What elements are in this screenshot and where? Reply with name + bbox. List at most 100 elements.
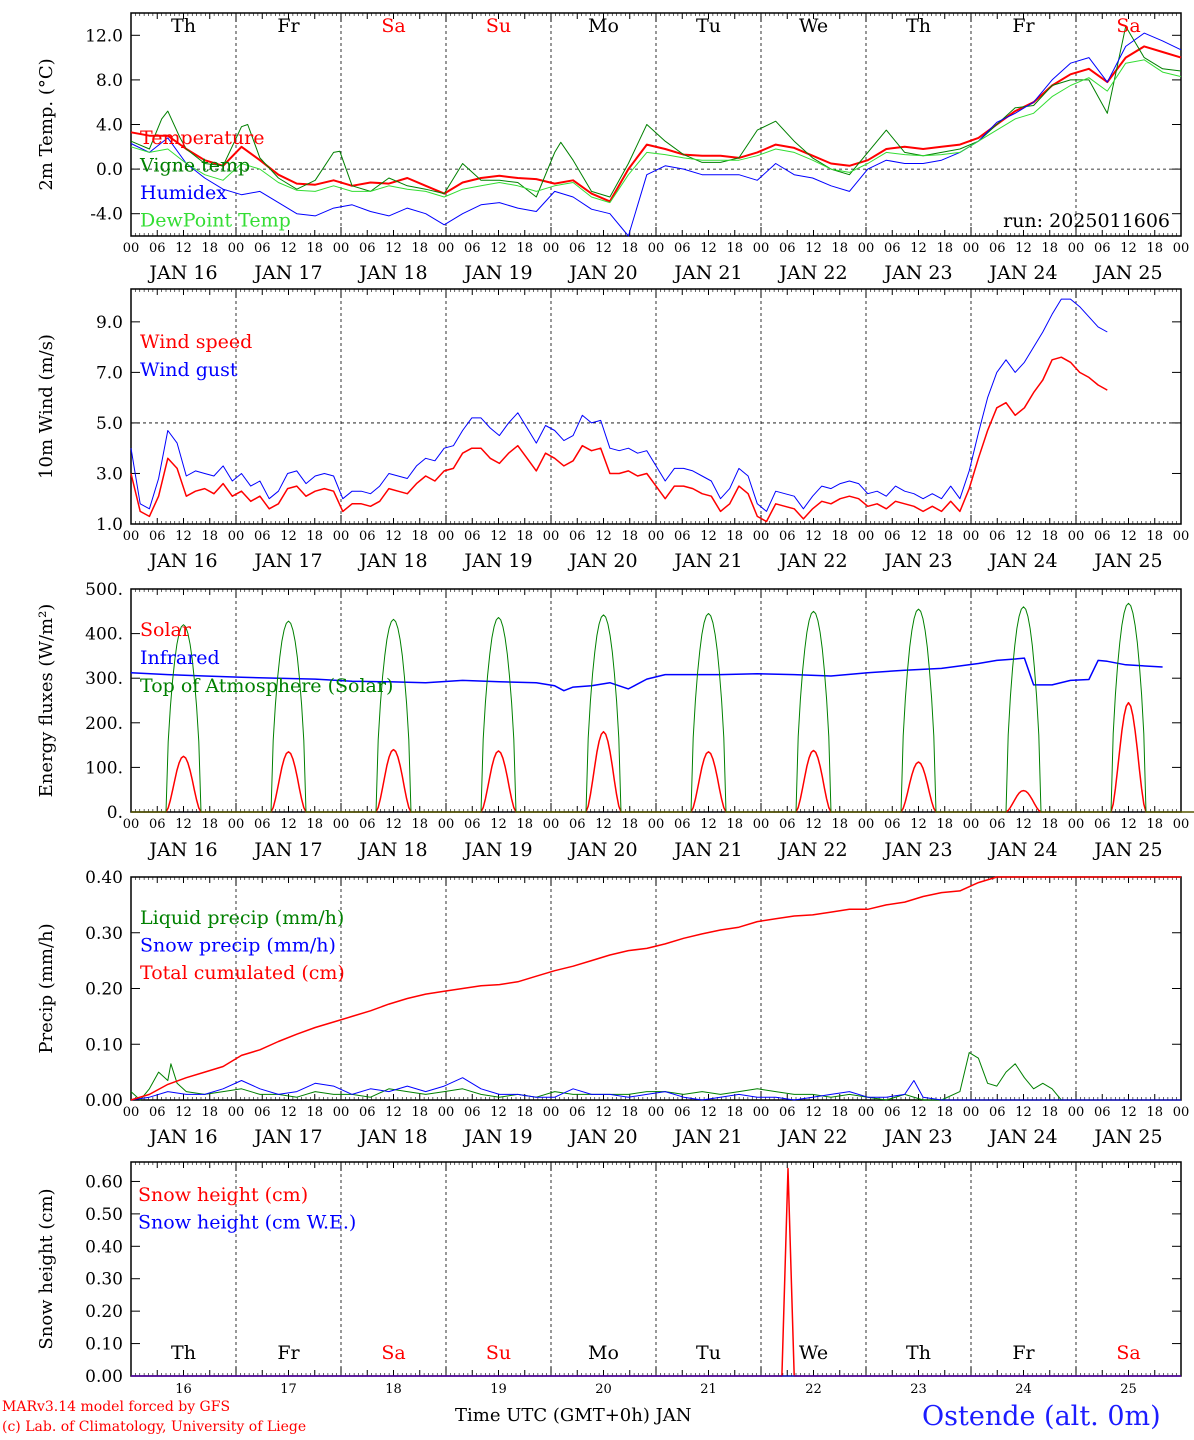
hour-tick-label: 12 <box>175 817 192 832</box>
series-humidex <box>130 32 1182 237</box>
hour-tick-label: 12 <box>385 1105 402 1120</box>
weekday-label: Sa <box>1116 1342 1140 1364</box>
day-label: JAN 18 <box>357 839 427 861</box>
day-label: JAN 19 <box>462 550 532 572</box>
weekday-label: Th <box>171 15 196 37</box>
day-label: JAN 22 <box>777 839 847 861</box>
hour-tick-label: 12 <box>1015 529 1032 544</box>
run-annotation: run: 2025011606 <box>1003 210 1170 232</box>
y-tick-label: 0.40 <box>85 1237 123 1257</box>
hour-tick-label: 06 <box>1094 817 1111 832</box>
hour-tick-label: 12 <box>700 1105 717 1120</box>
day-label: JAN 25 <box>1092 1126 1162 1148</box>
y-tick-label: 0.30 <box>85 924 123 944</box>
hour-tick-label: 00 <box>438 529 455 544</box>
hour-tick-label: 12 <box>490 241 507 256</box>
day-label: JAN 22 <box>777 262 847 284</box>
y-tick-label: 0.10 <box>85 1335 123 1355</box>
hour-tick-label: 06 <box>1094 1105 1111 1120</box>
hour-tick-label: 18 <box>516 241 533 256</box>
hour-tick-label: 00 <box>1068 817 1085 832</box>
weekday-label: Su <box>486 15 511 37</box>
hour-tick-label: 00 <box>228 241 245 256</box>
legend-entry: Snow height (cm) <box>138 1184 308 1206</box>
hour-tick-label: 12 <box>700 529 717 544</box>
hour-tick-label: 00 <box>228 817 245 832</box>
hour-tick-label: 06 <box>149 817 166 832</box>
hour-tick-label: 12 <box>595 1105 612 1120</box>
day-label: JAN 16 <box>147 550 217 572</box>
day-label: JAN 18 <box>357 1126 427 1148</box>
y-tick-label: 4.0 <box>96 116 123 136</box>
hour-tick-label: 06 <box>674 1105 691 1120</box>
day-label: JAN 23 <box>882 262 952 284</box>
hour-tick-label: 18 <box>516 529 533 544</box>
hour-tick-label: 12 <box>175 529 192 544</box>
legend-entry: Temperature <box>140 127 264 149</box>
hour-tick-label: 00 <box>438 817 455 832</box>
y-tick-label: 0.40 <box>85 868 123 888</box>
hour-tick-label: 06 <box>359 529 376 544</box>
hour-tick-label: 06 <box>464 1105 481 1120</box>
day-label: JAN 18 <box>357 550 427 572</box>
hour-tick-label: 12 <box>805 529 822 544</box>
hour-tick-label: 18 <box>831 817 848 832</box>
day-label: JAN 21 <box>672 1126 742 1148</box>
hour-tick-label: 06 <box>464 529 481 544</box>
hour-tick-label: 18 <box>201 817 218 832</box>
day-label: JAN 25 <box>1092 839 1162 861</box>
hour-tick-label: 00 <box>858 1105 875 1120</box>
y-axis-title: 10m Wind (m/s) <box>36 334 57 479</box>
day-number-label: 20 <box>595 1382 612 1397</box>
hour-tick-label: 06 <box>254 529 271 544</box>
y-tick-label: 0.00 <box>85 1091 123 1111</box>
panel-frame <box>130 588 1182 813</box>
hour-tick-label: 12 <box>280 241 297 256</box>
series-wind-speed <box>130 356 1108 523</box>
hour-tick-label: 00 <box>1173 1105 1190 1120</box>
model-credit: MARv3.14 model forced by GFS <box>2 1399 231 1415</box>
hour-tick-label: 00 <box>438 1105 455 1120</box>
y-axis-title: Energy fluxes (W/m²) <box>36 604 57 798</box>
hour-tick-label: 06 <box>884 529 901 544</box>
legend-entry: Infrared <box>140 647 220 669</box>
hour-tick-label: 00 <box>1068 241 1085 256</box>
weekday-label: Th <box>906 15 931 37</box>
hour-tick-label: 06 <box>779 1105 796 1120</box>
y-tick-label: 100. <box>85 758 123 778</box>
hour-tick-label: 18 <box>306 529 323 544</box>
weekday-label: We <box>799 15 828 37</box>
weekday-label: Tu <box>696 1342 721 1364</box>
panel-energy <box>130 588 1194 813</box>
legend-entry: Snow height (cm W.E.) <box>138 1212 356 1234</box>
y-tick-label: 0.10 <box>85 1035 123 1055</box>
hour-tick-label: 00 <box>1173 529 1190 544</box>
hour-tick-label: 18 <box>1041 529 1058 544</box>
day-number-label: 18 <box>385 1382 402 1397</box>
legend-entry: Solar <box>140 619 192 641</box>
day-label: JAN 24 <box>987 839 1057 861</box>
weekday-label: Mo <box>588 15 619 37</box>
day-label: JAN 25 <box>1092 262 1162 284</box>
hour-tick-label: 18 <box>516 817 533 832</box>
weekday-label: We <box>799 1342 828 1364</box>
hour-tick-label: 00 <box>648 529 665 544</box>
hour-tick-label: 00 <box>753 1105 770 1120</box>
hour-tick-label: 00 <box>963 817 980 832</box>
hour-tick-label: 06 <box>254 241 271 256</box>
hour-tick-label: 18 <box>1041 241 1058 256</box>
hour-tick-label: 06 <box>779 241 796 256</box>
hour-tick-label: 12 <box>490 529 507 544</box>
hour-tick-label: 00 <box>333 241 350 256</box>
day-label: JAN 23 <box>882 839 952 861</box>
hour-tick-label: 06 <box>779 817 796 832</box>
hour-tick-label: 12 <box>805 817 822 832</box>
hour-tick-label: 00 <box>123 529 140 544</box>
hour-tick-label: 00 <box>543 241 560 256</box>
y-tick-label: 5.0 <box>96 414 123 434</box>
hour-tick-label: 12 <box>490 817 507 832</box>
day-label: JAN 16 <box>147 839 217 861</box>
weekday-label: Sa <box>1116 15 1140 37</box>
hour-tick-label: 18 <box>621 241 638 256</box>
y-tick-label: 400. <box>85 625 123 645</box>
